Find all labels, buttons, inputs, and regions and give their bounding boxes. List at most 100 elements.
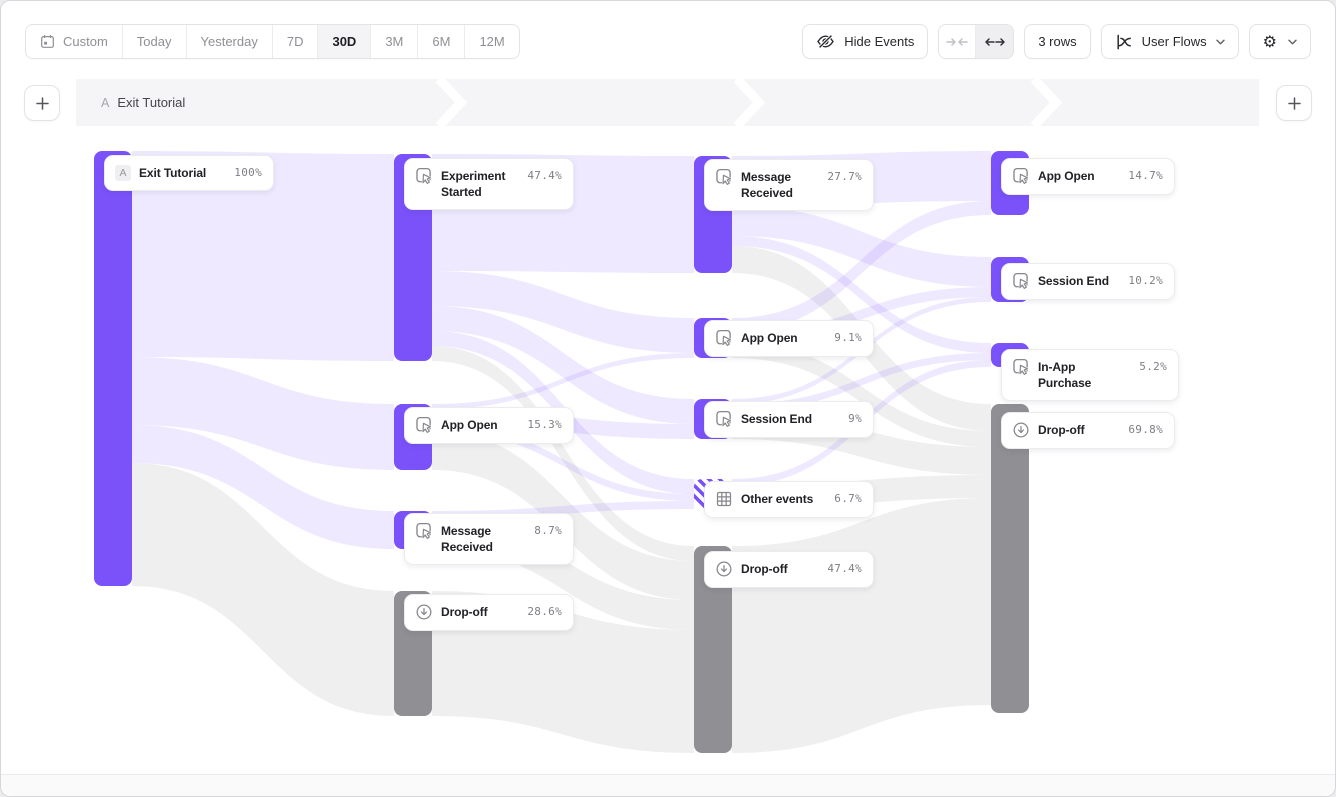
- date-range-group: Custom Today Yesterday 7D 30D 3M 6M 12M: [25, 24, 520, 59]
- drop-off-icon: [1012, 421, 1030, 439]
- date-range-6m[interactable]: 6M: [418, 25, 466, 58]
- date-range-today[interactable]: Today: [122, 25, 187, 58]
- hide-events-label: Hide Events: [844, 34, 915, 49]
- collapse-columns-button[interactable]: [939, 25, 977, 58]
- node-card-message-received-2[interactable]: Message Received 8.7%: [404, 513, 574, 565]
- node-card-session-end-3[interactable]: Session End 9%: [704, 401, 874, 438]
- toolbar-right-tools: Hide Events: [802, 24, 1311, 59]
- expand-columns-button[interactable]: [976, 25, 1014, 58]
- node-label: App Open: [741, 331, 798, 345]
- event-icon: [715, 168, 733, 186]
- rows-count-label: 3 rows: [1038, 34, 1077, 49]
- steps-breadcrumb-bar[interactable]: A Exit Tutorial: [76, 79, 1259, 126]
- date-range-label: Today: [136, 34, 172, 49]
- step-letter-badge: A: [101, 95, 110, 110]
- node-percentage: 6.7%: [834, 492, 862, 505]
- node-label: App Open: [441, 418, 498, 432]
- node-percentage: 5.2%: [1139, 360, 1167, 373]
- node-card-app-open-2[interactable]: App Open 15.3%: [404, 407, 574, 444]
- add-step-left-button[interactable]: [24, 85, 60, 121]
- node-label: Drop-off: [441, 605, 488, 619]
- grid-icon: [715, 490, 733, 508]
- flow-ribbon-app-open-2-to-app-open-3[interactable]: [432, 353, 694, 409]
- flow-ribbon-app-open-2-to-other-events-3[interactable]: [432, 424, 694, 501]
- flow-ribbon-experiment-started-to-app-open-3[interactable]: [432, 271, 694, 353]
- node-percentage: 14.7%: [1128, 169, 1163, 182]
- flow-ribbon-exit-tutorial-to-drop-off-2[interactable]: [132, 463, 394, 716]
- flow-ribbon-experiment-started-to-session-end-3[interactable]: [432, 306, 694, 424]
- node-label: Session End: [741, 412, 812, 426]
- node-percentage: 9%: [848, 412, 862, 425]
- drop-off-icon: [415, 603, 433, 621]
- node-card-app-open-3[interactable]: App Open 9.1%: [704, 320, 874, 357]
- flow-ribbon-exit-tutorial-to-message-received-2[interactable]: [132, 425, 394, 549]
- node-percentage: 47.4%: [527, 169, 562, 182]
- node-percentage: 9.1%: [834, 331, 862, 344]
- node-label: Message Received: [441, 524, 493, 554]
- date-range-label: Custom: [63, 34, 108, 49]
- add-step-right-button[interactable]: [1276, 85, 1312, 121]
- node-label: Message Received: [741, 170, 793, 200]
- date-range-label: 6M: [432, 34, 451, 49]
- node-card-session-end-4[interactable]: Session End 10.2%: [1001, 263, 1175, 300]
- flow-ribbon-drop-off-2-to-drop-off-3[interactable]: [432, 591, 694, 753]
- arrows-inward-icon: [946, 37, 969, 47]
- flow-ribbon-exit-tutorial-to-app-open-2[interactable]: [132, 357, 394, 470]
- flow-ribbon-drop-off-3-to-drop-off-4[interactable]: [732, 498, 991, 753]
- date-range-7d[interactable]: 7D: [272, 25, 319, 58]
- date-range-label: 30D: [332, 34, 357, 49]
- hide-events-button[interactable]: Hide Events: [802, 24, 929, 59]
- date-range-yesterday[interactable]: Yesterday: [186, 25, 273, 58]
- node-card-exit-tutorial[interactable]: A Exit Tutorial 100%: [104, 155, 274, 191]
- node-label: Drop-off: [1038, 423, 1085, 437]
- flow-ribbon-message-received-3-to-session-end-4[interactable]: [732, 206, 991, 287]
- event-icon: [715, 410, 733, 428]
- event-icon: [415, 522, 433, 540]
- date-range-3m[interactable]: 3M: [371, 25, 419, 58]
- node-card-drop-off-4[interactable]: Drop-off 69.8%: [1001, 412, 1175, 449]
- drop-off-icon: [715, 560, 733, 578]
- date-range-label: 12M: [479, 34, 505, 49]
- node-percentage: 47.4%: [827, 562, 862, 575]
- letter-badge: A: [115, 165, 131, 181]
- node-card-drop-off-3[interactable]: Drop-off 47.4%: [704, 551, 874, 588]
- date-range-30d[interactable]: 30D: [318, 25, 372, 58]
- calendar-icon: [40, 34, 55, 49]
- node-card-app-open-4[interactable]: App Open 14.7%: [1001, 158, 1175, 195]
- node-card-in-app-purchase-4[interactable]: In-App Purchase 5.2%: [1001, 349, 1179, 401]
- plus-icon: [1287, 96, 1301, 110]
- node-card-other-events-3[interactable]: Other events 6.7%: [704, 481, 874, 518]
- footer-strip: [1, 774, 1335, 796]
- step-a-label[interactable]: A Exit Tutorial: [101, 79, 185, 126]
- date-range-label: Yesterday: [200, 34, 258, 49]
- node-percentage: 100%: [234, 166, 262, 179]
- flow-ribbon-session-end-3-to-in-app-purchase-4[interactable]: [732, 353, 991, 411]
- node-bar-exit-tutorial[interactable]: [94, 151, 132, 586]
- settings-dropdown[interactable]: ⚙: [1248, 24, 1311, 59]
- step-chevron-separators: [435, 79, 1063, 126]
- rows-count-button[interactable]: 3 rows: [1024, 24, 1091, 59]
- arrows-outward-icon: [984, 37, 1006, 47]
- step-event-name: Exit Tutorial: [117, 95, 186, 110]
- node-bar-drop-off-4[interactable]: [991, 404, 1029, 713]
- node-card-experiment-started[interactable]: Experiment Started 47.4%: [404, 158, 574, 210]
- date-range-custom[interactable]: Custom: [26, 25, 123, 58]
- node-percentage: 27.7%: [827, 170, 862, 183]
- flow-ribbon-experiment-started-to-drop-off-3[interactable]: [432, 346, 694, 561]
- flow-ribbon-exit-tutorial-to-experiment-started[interactable]: [132, 151, 394, 361]
- node-card-drop-off-2[interactable]: Drop-off 28.6%: [404, 594, 574, 631]
- chevron-down-icon: [1288, 39, 1297, 45]
- gear-icon: ⚙: [1262, 31, 1277, 51]
- flow-ribbon-message-received-3-to-in-app-purchase-4[interactable]: [732, 236, 991, 353]
- node-label: App Open: [1038, 169, 1095, 183]
- date-range-12m[interactable]: 12M: [465, 25, 519, 58]
- view-selector-dropdown[interactable]: User Flows: [1100, 24, 1239, 59]
- eye-off-icon: [816, 32, 835, 51]
- node-label: Experiment Started: [441, 169, 506, 199]
- flow-ribbon-app-open-3-to-drop-off-4[interactable]: [732, 342, 991, 447]
- node-percentage: 10.2%: [1128, 274, 1163, 287]
- node-card-message-received-3[interactable]: Message Received 27.7%: [704, 159, 874, 211]
- event-icon: [1012, 358, 1030, 376]
- flow-ribbon-app-open-3-to-app-open-4[interactable]: [732, 201, 991, 332]
